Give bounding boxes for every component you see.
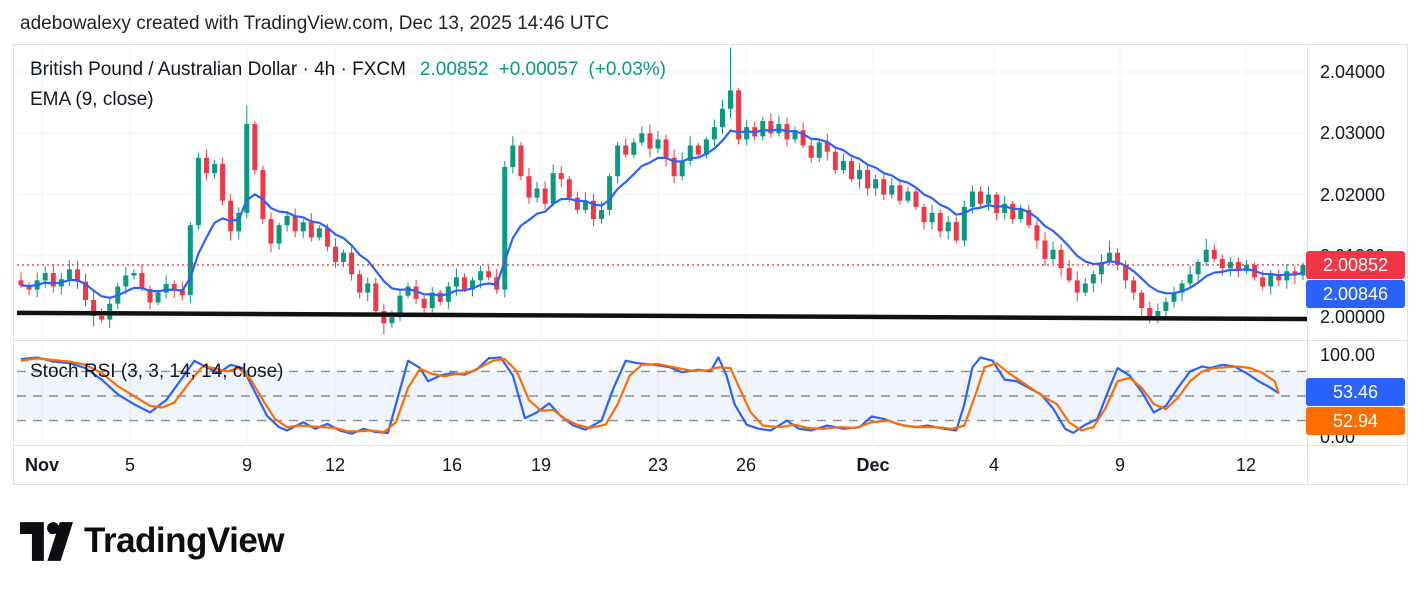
tradingview-logo[interactable]: TradingView bbox=[20, 521, 285, 561]
chart-borders bbox=[13, 44, 1408, 485]
time-tick-label: 16 bbox=[441, 455, 463, 475]
time-tick-label: 19 bbox=[530, 455, 552, 475]
price-axis-label: 2.00000 bbox=[1320, 307, 1386, 328]
time-tick-label: 12 bbox=[324, 455, 346, 475]
ema-line bbox=[20, 128, 1304, 299]
time-tick-label: Dec bbox=[856, 455, 890, 475]
symbol-title: British Pound / Australian Dollar · 4h ·… bbox=[30, 59, 406, 80]
stoch-axis-top-label: 100.00 bbox=[1320, 345, 1376, 365]
stoch-d-line bbox=[20, 357, 1280, 434]
price-axis-label: 2.04000 bbox=[1320, 61, 1386, 82]
attribution-text: adebowalexy created with TradingView.com… bbox=[20, 13, 609, 34]
trendline[interactable] bbox=[16, 310, 1308, 322]
candlesticks bbox=[18, 47, 1306, 335]
time-tick-label: 12 bbox=[1235, 455, 1257, 475]
stoch-k-line bbox=[20, 356, 1280, 435]
time-tick-label: 4 bbox=[988, 455, 1000, 475]
ema-legend[interactable]: EMA (9, close) bbox=[30, 89, 154, 110]
stoch-d-badge: 52.94 bbox=[1306, 407, 1405, 435]
last-price-badge: 2.00852 bbox=[1306, 251, 1405, 279]
time-tick-label: 9 bbox=[1114, 455, 1126, 475]
ema-value-badge: 2.00846 bbox=[1306, 280, 1405, 308]
change-absolute: +0.00057 bbox=[498, 59, 579, 80]
tradingview-logo-icon bbox=[20, 521, 73, 561]
change-percent: (+0.03%) bbox=[588, 59, 667, 80]
tradingview-logo-text: TradingView bbox=[84, 521, 285, 560]
last-price-value: 2.00852 bbox=[419, 59, 489, 80]
stoch-k-badge: 53.46 bbox=[1306, 378, 1405, 406]
stoch-rsi-legend[interactable]: Stoch RSI (3, 3, 14, 14, close) bbox=[30, 361, 284, 382]
time-tick-label: Nov bbox=[24, 455, 60, 475]
time-tick-label: 26 bbox=[735, 455, 757, 475]
time-tick-label: 5 bbox=[124, 455, 136, 475]
chart-legend[interactable]: British Pound / Australian Dollar · 4h ·… bbox=[30, 59, 676, 81]
price-axis-label: 2.02000 bbox=[1320, 184, 1386, 205]
time-tick-label: 9 bbox=[241, 455, 253, 475]
price-axis-label: 2.03000 bbox=[1320, 123, 1386, 144]
time-tick-label: 23 bbox=[647, 455, 669, 475]
